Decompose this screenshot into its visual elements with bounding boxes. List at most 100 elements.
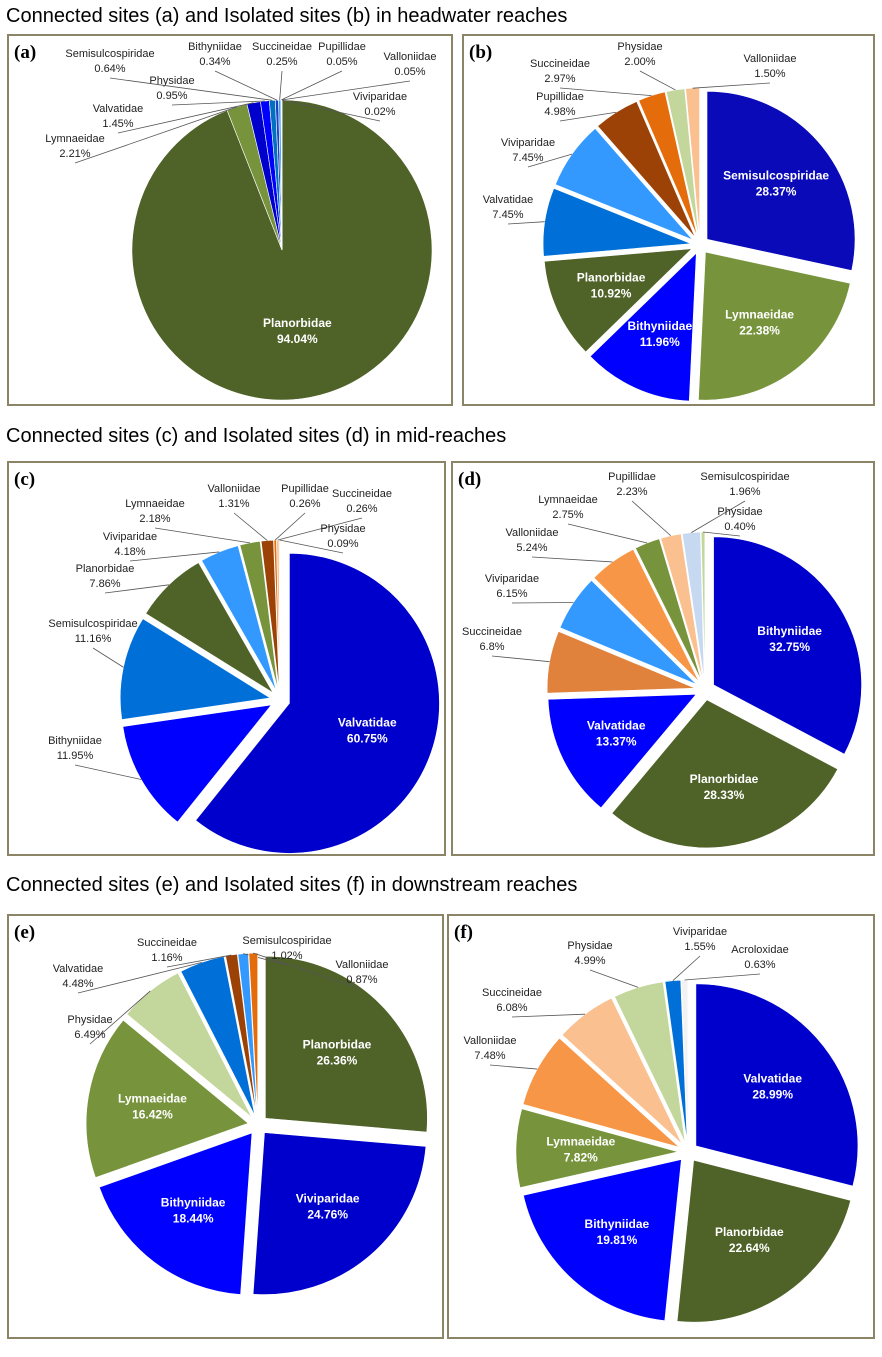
panel-label: (c) [14,469,35,490]
slice-value-label: 1.50% [754,68,785,80]
slice-name: Lymnaeidae [538,494,598,506]
slice-value-label: 0.87% [346,974,377,986]
slice-name: Viviparidae [673,926,727,938]
slice-value-label: 2.18% [139,513,170,525]
slice-value-label: 1.55% [684,941,715,953]
slice-name: Valvatidae [743,1071,802,1085]
panel-label: (a) [14,42,36,63]
slice-name: Succineidae [482,987,542,999]
slice-value-label: 0.05% [394,66,425,78]
slice-name: Valloniidae [207,483,260,495]
slice-name: Semisulcospiridae [242,935,331,947]
slice-value-label: 2.00% [624,56,655,68]
leader-line [673,956,700,981]
slice-value-label: 28.99% [752,1087,793,1101]
slice-value-label: 19.81% [597,1233,638,1247]
slice-name: Pupillidae [536,91,584,103]
panel-label: (b) [469,42,492,63]
slice-name: Semisulcospiridae [65,48,154,60]
panel-label: (e) [14,922,35,943]
section-heading: Connected sites (a) and Isolated sites (… [6,5,567,27]
slice-value-label: 0.26% [346,503,377,515]
slice-name: Pupillidae [318,41,366,53]
slice-name: Viviparidae [103,531,157,543]
slice-name: Valloniidae [463,1035,516,1047]
leader-line [512,1014,585,1017]
leader-line [508,222,545,224]
slice-name: Planorbidae [715,1225,784,1239]
slice-name: Bithyniidae [585,1217,650,1231]
slice-name: Succineidae [137,937,197,949]
slice-name: Planorbidae [690,772,759,786]
slice-name: Valvatidae [53,963,104,975]
slice-name: Valvatidae [483,194,534,206]
slice-name: Bithyniidae [188,41,242,53]
slice-value-label: 1.96% [729,486,760,498]
slice-value-label: 6.49% [74,1029,105,1041]
slice-name: Succineidae [462,626,522,638]
slice-value-label: 6.15% [496,588,527,600]
slice-name: Valloniidae [743,53,796,65]
slice-value-label: 16.42% [132,1107,173,1121]
slice-value-label: 0.02% [364,106,395,118]
leader-line [215,71,277,100]
slice-name: Acroloxidae [731,944,788,956]
slice-name: Bithyniidae [161,1195,226,1209]
slice-value-label: 2.23% [616,486,647,498]
slice-value-label: 2.97% [544,73,575,85]
slice-name: Semisulcospiridae [700,471,789,483]
leader-line [234,513,267,541]
slice-value-label: 22.38% [739,324,780,338]
leader-line [693,83,770,88]
slice-value-label: 4.18% [114,546,145,558]
slice-name: Viviparidae [485,573,539,585]
slice-value-label: 2.21% [59,148,90,160]
slice-value-label: 0.09% [327,538,358,550]
slice-name: Viviparidae [296,1191,360,1205]
slice-name: Pupillidae [608,471,656,483]
slice-value-label: 1.16% [151,952,182,964]
leader-line [685,974,760,980]
slice-name: Semisulcospiridae [723,169,829,183]
slice-name: Physidae [67,1014,112,1026]
slice-name: Valvatidae [587,718,646,732]
slice-name: Planorbidae [303,1038,372,1052]
slice-value-label: 11.96% [640,335,680,349]
slice-name: Lymnaeidae [725,308,794,322]
slice-name: Planorbidae [76,563,135,575]
slice-name: Physidae [717,506,762,518]
slice-value-label: 0.25% [266,56,297,68]
slice-value-label: 60.75% [347,732,388,746]
slice-value-label: 0.95% [156,90,187,102]
slice-name: Viviparidae [353,91,407,103]
slice-value-label: 94.04% [277,332,318,346]
slice-value-label: 7.82% [564,1151,598,1165]
slice-value-label: 1.45% [102,118,133,130]
slice-name: Physidae [149,75,194,87]
slice-value-label: 7.45% [492,209,523,221]
slice-value-label: 11.95% [57,750,94,762]
slice-value-label: 10.92% [591,287,632,301]
slice-name: Physidae [567,940,612,952]
section-heading: Connected sites (e) and Isolated sites (… [6,874,577,896]
slice-name: Viviparidae [501,137,555,149]
slice-name: Pupillidae [281,483,329,495]
leader-line [590,970,638,987]
slice-value-label: 0.34% [199,56,230,68]
slice-name: Bithyniidae [48,735,102,747]
slice-name: Valvatidae [338,716,397,730]
slice-name: Bithyniidae [627,319,692,333]
leader-line [93,648,123,667]
slice-value-label: 28.33% [704,788,745,802]
slice-value-label: 13.37% [596,734,637,748]
slice-value-label: 5.24% [516,542,547,554]
leader-line [512,602,573,603]
leader-line [75,765,141,779]
slice-value-label: 0.64% [94,63,125,75]
slice-value-label: 4.98% [544,106,575,118]
slice-name: Planorbidae [263,316,332,330]
leader-line [275,513,305,540]
leader-line [568,524,647,543]
slice-value-label: 32.75% [769,640,810,654]
